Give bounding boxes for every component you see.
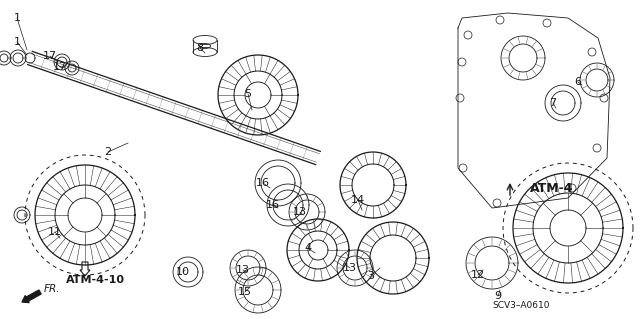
Text: 3: 3	[367, 271, 374, 281]
Text: 14: 14	[351, 195, 365, 205]
Text: 17: 17	[43, 51, 57, 61]
Text: 2: 2	[104, 147, 111, 157]
Text: 17: 17	[53, 62, 67, 72]
Text: 1: 1	[13, 13, 20, 23]
Text: 4: 4	[305, 243, 312, 253]
Text: ATM-4-10: ATM-4-10	[65, 275, 125, 285]
Text: 9: 9	[495, 291, 502, 301]
Text: FR.: FR.	[44, 284, 61, 294]
Text: 1: 1	[13, 37, 20, 47]
Text: 10: 10	[176, 267, 190, 277]
Text: 13: 13	[293, 207, 307, 217]
Text: 16: 16	[266, 200, 280, 210]
Text: 12: 12	[471, 270, 485, 280]
Text: 11: 11	[48, 227, 62, 237]
FancyArrow shape	[80, 262, 90, 276]
Text: 8: 8	[196, 43, 204, 53]
Text: ATM-4: ATM-4	[530, 182, 573, 195]
Text: 15: 15	[238, 287, 252, 297]
Text: SCV3–A0610: SCV3–A0610	[492, 300, 550, 309]
Text: 13: 13	[343, 263, 357, 273]
Text: 7: 7	[549, 98, 557, 108]
FancyArrow shape	[22, 290, 41, 303]
Text: 5: 5	[244, 89, 252, 99]
Text: 6: 6	[575, 77, 582, 87]
Text: 16: 16	[256, 178, 270, 188]
Text: 13: 13	[236, 265, 250, 275]
